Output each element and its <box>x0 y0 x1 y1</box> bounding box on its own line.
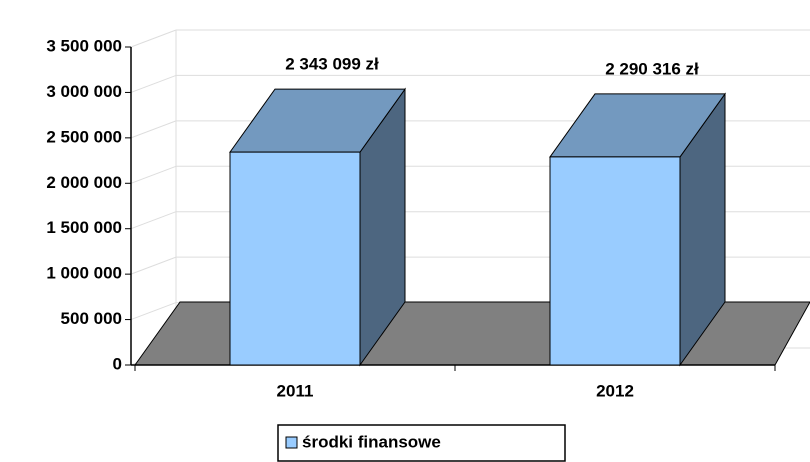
grid-line <box>130 256 177 275</box>
data-label: 2 343 099 zł <box>285 55 379 74</box>
y-tick-label: 1 500 000 <box>46 218 122 237</box>
y-tick-label: 1 000 000 <box>46 264 122 283</box>
legend-swatch <box>285 436 298 449</box>
x-tick-label: 2011 <box>277 381 314 400</box>
y-tick-label: 0 <box>113 354 122 373</box>
y-tick-label: 2 500 000 <box>46 127 122 146</box>
grid-line <box>130 120 177 139</box>
bar <box>549 156 681 366</box>
x-tick-label: 2012 <box>596 381 634 400</box>
grid-line <box>130 165 177 184</box>
grid-line <box>130 29 177 48</box>
y-tick-label: 3 500 000 <box>46 36 122 55</box>
legend-label: środki finansowe <box>302 432 441 451</box>
grid-line <box>130 302 177 321</box>
data-label: 2 290 316 zł <box>605 59 699 78</box>
legend-box <box>277 424 566 462</box>
grid-line <box>130 74 177 93</box>
y-tick-label: 500 000 <box>61 309 122 328</box>
y-tick-label: 2 000 000 <box>46 173 122 192</box>
bar <box>229 151 361 366</box>
grid-line <box>130 211 177 230</box>
y-tick-label: 3 000 000 <box>46 82 122 101</box>
